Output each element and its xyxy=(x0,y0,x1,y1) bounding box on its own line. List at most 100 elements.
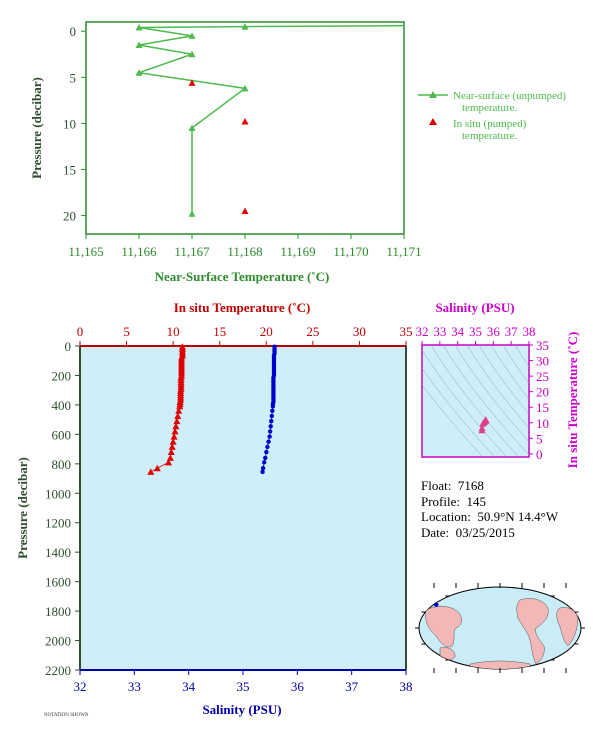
near-surface-pumped-point xyxy=(241,118,249,125)
ts-density-contour xyxy=(478,345,529,415)
profile-salinity-point xyxy=(270,408,275,413)
map-land-asia xyxy=(425,606,462,648)
profile-salinity-tick-label: 33 xyxy=(128,679,141,694)
float-row: Float: 7168 xyxy=(421,478,558,494)
profile-pressure-tick-label: 1000 xyxy=(45,486,71,501)
world-map xyxy=(415,583,585,673)
profile-salinity-point xyxy=(269,413,274,419)
map-graticule-ticks xyxy=(415,583,585,673)
profile-temperature-point xyxy=(175,407,183,414)
near-surface-y-tick-label: 10 xyxy=(63,116,76,131)
date-row: Date: 03/25/2015 xyxy=(421,525,558,541)
legend-unpumped-marker xyxy=(429,91,437,98)
ts-density-contour xyxy=(422,384,484,457)
ts-temperature-tick-label: 15 xyxy=(536,400,549,415)
date-value: 03/25/2015 xyxy=(455,524,515,540)
profile-label: Profile: xyxy=(421,493,460,509)
near-surface-unpumped-point xyxy=(135,69,143,76)
location-value: 50.9°N 14.4°W xyxy=(477,509,559,524)
float-label: Float: xyxy=(421,478,452,493)
near-surface-unpumped-line xyxy=(138,24,405,214)
profile-temperature-point xyxy=(153,464,161,472)
float-info: Float: 7168 Profile: 145 Location: 50.9°… xyxy=(421,478,558,540)
profile-temperature-point xyxy=(167,448,175,456)
legend-unpumped-label-2: temperature. xyxy=(462,102,518,114)
ts-salinity-tick-label: 38 xyxy=(523,324,536,339)
ts-density-contour xyxy=(442,345,529,456)
near-surface-y-tick-label: 20 xyxy=(63,209,76,224)
profile-pressure-tick-label: 600 xyxy=(52,427,72,442)
ts-density-contour xyxy=(490,345,529,400)
ts-salinity-tick-label: 36 xyxy=(487,324,501,339)
ts-density-contour xyxy=(502,345,529,384)
ts-salinity-tick-label: 35 xyxy=(469,324,482,339)
near-surface-y-axis-title: Pressure (decibar) xyxy=(29,77,44,179)
near-surface-unpumped-point xyxy=(135,41,143,49)
near-surface-x-tick-label: 11,169 xyxy=(280,244,315,259)
near-surface-ticks: 11,165 11,166 11,167 11,168 11,169 11,170 11,1… xyxy=(63,24,422,259)
legend-pumped-marker xyxy=(429,118,437,125)
profile-row: Profile: 145 xyxy=(421,494,558,510)
near-surface-series xyxy=(135,23,405,217)
profile-salinity-point xyxy=(263,455,268,461)
location-row: Location: 50.9°N 14.4°W xyxy=(421,509,558,525)
near-surface-x-tick-label: 11,171 xyxy=(386,244,421,259)
ts-temperature-tick-label: 20 xyxy=(536,385,549,400)
ts-density-contour xyxy=(466,345,529,429)
near-surface-unpumped-point xyxy=(188,50,196,58)
profile-temperature-tick-label: 30 xyxy=(353,324,366,339)
profile-temperature-tick-label: 35 xyxy=(400,324,413,339)
ts-temperature-tick-label: 30 xyxy=(536,354,549,369)
float-location-marker xyxy=(434,602,439,608)
ts-salinity-tick-label: 34 xyxy=(451,324,465,339)
profile-series xyxy=(147,343,277,475)
near-surface-y-tick-label: 5 xyxy=(70,70,77,85)
profile-pressure-tick-label: 800 xyxy=(52,457,72,472)
near-surface-y-tick-label: 0 xyxy=(70,24,77,39)
near-surface-unpumped-point xyxy=(188,210,196,217)
profile-pressure-tick-label: 1200 xyxy=(45,516,71,531)
profile-salinity-point xyxy=(267,429,273,434)
ts-salinity-tick-label: 33 xyxy=(433,324,446,339)
profile-pressure-tick-label: 1600 xyxy=(45,575,71,590)
profile-panel: 0 5 10 15 20 25 30 35 32 33 34 35 36 37 38 0 200 400 600 80… xyxy=(15,300,413,718)
near-surface-y-tick-label: 15 xyxy=(63,162,76,177)
profile-salinity-point xyxy=(269,418,274,424)
near-surface-panel: 11,165 11,166 11,167 11,168 11,169 11,170 11,1… xyxy=(29,21,566,284)
profile-pressure-tick-label: 200 xyxy=(52,368,72,383)
ts-point xyxy=(479,420,487,427)
profile-salinity-point xyxy=(264,449,269,455)
near-surface-pumped-point xyxy=(188,79,196,86)
near-surface-legend: Near-surface (unpumped) temperature. In … xyxy=(418,90,566,142)
profile-pressure-tick-label: 1800 xyxy=(45,604,71,619)
profile-salinity-tick-label: 35 xyxy=(237,679,250,694)
profile-temperature-tick-label: 25 xyxy=(306,324,319,339)
location-label: Location: xyxy=(421,509,471,524)
near-surface-unpumped-point xyxy=(188,32,196,39)
near-surface-unpumped-point xyxy=(241,23,249,30)
profile-salinity-point xyxy=(260,466,266,471)
profile-pressure-tick-label: 0 xyxy=(65,339,72,354)
ts-density-contour xyxy=(422,367,496,457)
profile-salinity-axis-title: Salinity (PSU) xyxy=(202,702,281,717)
profile-salinity-point xyxy=(265,444,270,450)
map-continents xyxy=(425,598,579,669)
profile-salinity-point xyxy=(267,434,272,439)
profile-temperature-point xyxy=(164,458,172,466)
profile-temperature-axis-title: In situ Temperature (˚C) xyxy=(174,300,311,315)
ts-temperature-tick-label: 0 xyxy=(536,447,543,462)
near-surface-unpumped-point xyxy=(241,84,249,92)
profile-temperature-point xyxy=(168,443,176,450)
profile-salinity-point xyxy=(268,424,273,429)
near-surface-pumped-point xyxy=(241,207,249,214)
ts-temperature-tick-label: 25 xyxy=(536,369,549,384)
profile-salinity-tick-label: 32 xyxy=(74,679,87,694)
date-label: Date: xyxy=(421,524,450,540)
ts-temperature-tick-label: 5 xyxy=(536,431,543,446)
ts-density-contour xyxy=(422,349,508,457)
profile-temperature-point xyxy=(147,468,155,475)
legend-pumped-label-2: temperature. xyxy=(462,130,518,142)
